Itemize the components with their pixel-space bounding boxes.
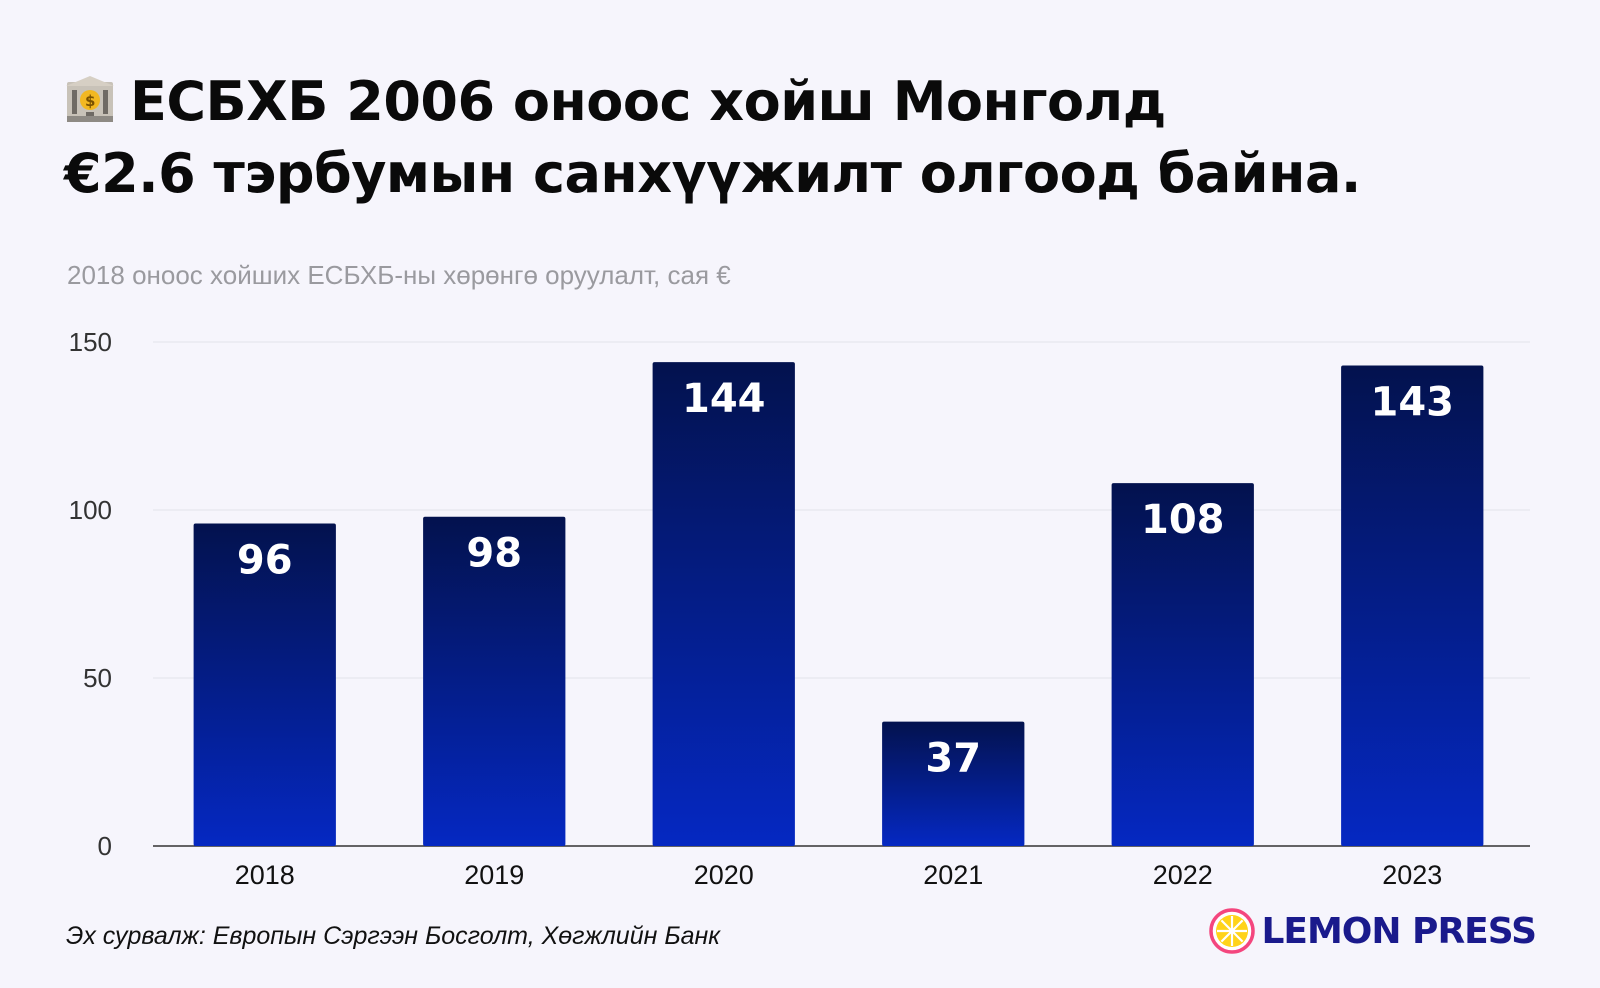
chart-subtitle: 2018 оноос хойших ЕСБХБ-ны хөрөнгө оруул… [67,260,731,290]
brand-logo[interactable]: LEMON PRESS [1209,908,1537,954]
data-label: 37 [925,736,981,782]
grid-lines [153,341,1530,847]
title-text-2: €2.6 тэрбумын санхүүжилт олгоод байна. [64,142,1361,205]
x-tick-label: 2022 [1153,860,1213,890]
bar-2018[interactable] [193,523,336,846]
y-tick-label: 0 [98,831,112,861]
y-tick-label: 100 [69,495,112,525]
x-tick-label: 2020 [694,860,754,890]
x-tick-label: 2019 [464,860,524,890]
data-label: 144 [682,376,766,422]
bar-chart: 96 98 144 37 108 143 2018 2019 2020 2021 2022 2023… [69,327,1530,890]
x-tick-label: 2023 [1382,860,1442,890]
bar-2023[interactable] [1341,365,1484,846]
svg-text:$: $ [85,92,95,110]
y-axis-ticks: 0 50 100 150 [69,327,112,861]
data-label: 96 [237,537,293,583]
bar-2021[interactable] [882,721,1025,846]
data-label: 108 [1141,497,1225,543]
title-line-1: $ ЕСБХБ 2006 оноос хойш Монголд [64,66,1544,138]
x-tick-label: 2021 [923,860,983,890]
bar-2022[interactable] [1111,483,1254,846]
x-tick-label: 2018 [235,860,295,890]
x-axis-ticks: 2018 2019 2020 2021 2022 2023 [235,860,1443,890]
y-tick-label: 150 [69,327,112,357]
bar-2019[interactable] [423,516,566,846]
title-text-1: ЕСБХБ 2006 оноос хойш Монголд [130,70,1166,133]
data-label: 143 [1371,380,1455,426]
bank-icon: $ [66,76,114,122]
data-label: 98 [466,531,522,577]
y-tick-label: 50 [83,663,112,693]
bar-2020[interactable] [652,362,795,846]
data-labels: 96 98 144 37 108 143 [237,376,1454,782]
lemon-logo-icon [1209,908,1256,954]
source-note: Эх сурвалж: Европын Сэргээн Босголт, Хөг… [66,922,721,950]
brand-name: LEMON PRESS [1261,910,1537,952]
chart-title: $ ЕСБХБ 2006 оноос хойш Монголд €2.6 тэр… [64,66,1544,210]
bars [193,362,1484,846]
